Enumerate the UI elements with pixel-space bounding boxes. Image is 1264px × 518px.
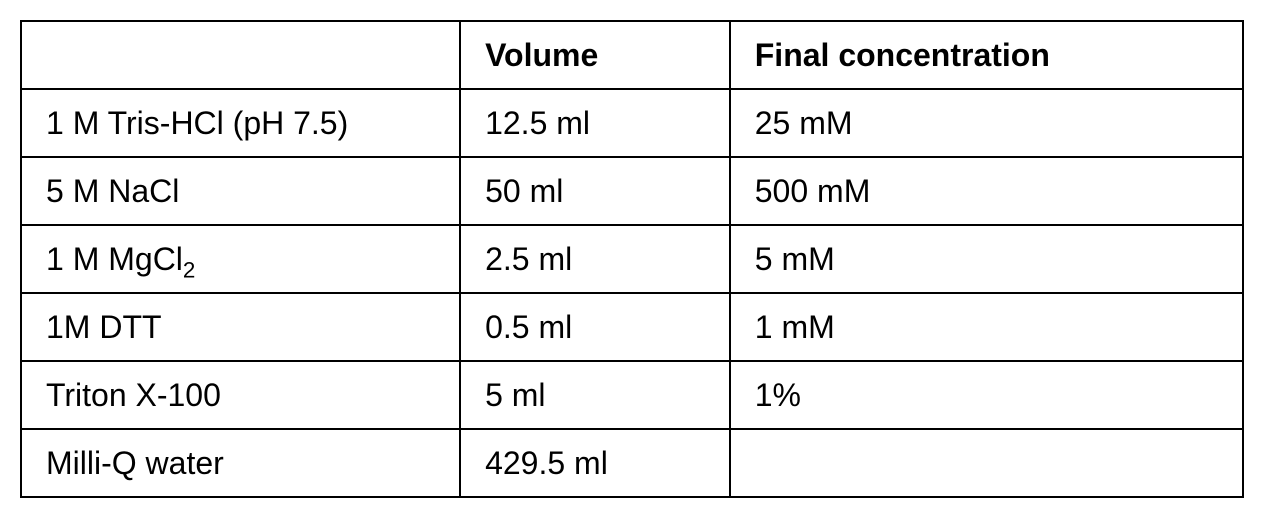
cell-volume: 0.5 ml — [460, 293, 730, 361]
table-row: 1 M Tris-HCl (pH 7.5) 12.5 ml 25 mM — [21, 89, 1243, 157]
cell-final-concentration: 25 mM — [730, 89, 1243, 157]
cell-final-concentration: 5 mM — [730, 225, 1243, 293]
cell-component: 5 M NaCl — [21, 157, 460, 225]
cell-component: Triton X-100 — [21, 361, 460, 429]
cell-component: 1 M MgCl2 — [21, 225, 460, 293]
cell-volume: 429.5 ml — [460, 429, 730, 497]
cell-volume: 50 ml — [460, 157, 730, 225]
table-header-row: Volume Final concentration — [21, 21, 1243, 89]
column-header-volume: Volume — [460, 21, 730, 89]
cell-volume: 12.5 ml — [460, 89, 730, 157]
cell-component: Milli-Q water — [21, 429, 460, 497]
cell-final-concentration: 1% — [730, 361, 1243, 429]
cell-final-concentration: 500 mM — [730, 157, 1243, 225]
cell-final-concentration: 1 mM — [730, 293, 1243, 361]
buffer-recipe-table: Volume Final concentration 1 M Tris-HCl … — [20, 20, 1244, 498]
column-header-component — [21, 21, 460, 89]
cell-component: 1M DTT — [21, 293, 460, 361]
table-row: 1M DTT 0.5 ml 1 mM — [21, 293, 1243, 361]
table-row: Milli-Q water 429.5 ml — [21, 429, 1243, 497]
table-body: 1 M Tris-HCl (pH 7.5) 12.5 ml 25 mM 5 M … — [21, 89, 1243, 497]
cell-volume: 5 ml — [460, 361, 730, 429]
cell-final-concentration — [730, 429, 1243, 497]
cell-volume: 2.5 ml — [460, 225, 730, 293]
column-header-final-concentration: Final concentration — [730, 21, 1243, 89]
table-row: 5 M NaCl 50 ml 500 mM — [21, 157, 1243, 225]
cell-component: 1 M Tris-HCl (pH 7.5) — [21, 89, 460, 157]
table-row: 1 M MgCl2 2.5 ml 5 mM — [21, 225, 1243, 293]
table-row: Triton X-100 5 ml 1% — [21, 361, 1243, 429]
